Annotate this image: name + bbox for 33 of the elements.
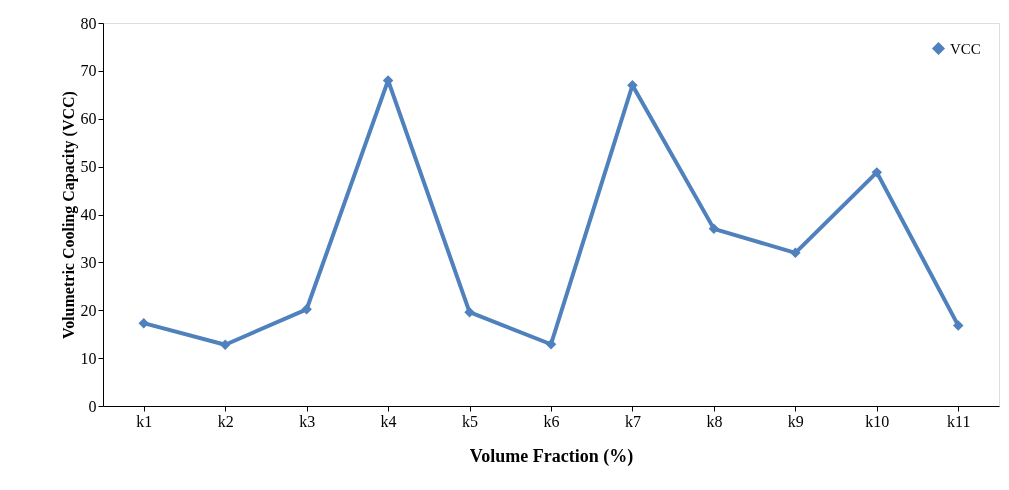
- point: [627, 79, 638, 91]
- y-tick-label: 30: [80, 253, 97, 271]
- point: [708, 223, 720, 235]
- point: [464, 306, 475, 318]
- y-tick-label: 40: [80, 206, 97, 223]
- legend-label: VCC: [950, 40, 981, 57]
- x-tick-label: k10: [865, 412, 890, 430]
- x-tick-label: k5: [462, 412, 479, 430]
- x-tick-label: k1: [136, 412, 153, 430]
- y-tick-label: 50: [80, 158, 97, 176]
- x-tick-label: k9: [787, 412, 804, 430]
- x-tick-label: k8: [706, 412, 723, 430]
- y-tick-label: 0: [88, 397, 97, 415]
- x-tick-label: k7: [624, 412, 641, 430]
- point: [871, 167, 883, 178]
- y-tick-label: 10: [80, 349, 97, 367]
- point: [953, 320, 964, 331]
- point: [545, 339, 557, 350]
- y-axis-title: Volumetric Cooling Capacity (VCC): [59, 91, 78, 339]
- y-tick-label: 80: [80, 14, 97, 32]
- point: [138, 317, 149, 329]
- x-tick-label: k4: [380, 412, 397, 430]
- point: [301, 304, 312, 315]
- x-tick-label: k2: [217, 412, 234, 430]
- y-tick-label: 70: [80, 62, 97, 80]
- x-tick-label: k11: [947, 412, 971, 430]
- y-tick-label: 20: [80, 301, 97, 319]
- point: [790, 247, 801, 259]
- point: [219, 339, 231, 350]
- x-axis-title: Volume Fraction (%): [469, 445, 634, 467]
- x-tick-label: k3: [299, 412, 316, 430]
- x-tick-label: k6: [543, 412, 560, 430]
- y-tick-label: 60: [80, 110, 97, 128]
